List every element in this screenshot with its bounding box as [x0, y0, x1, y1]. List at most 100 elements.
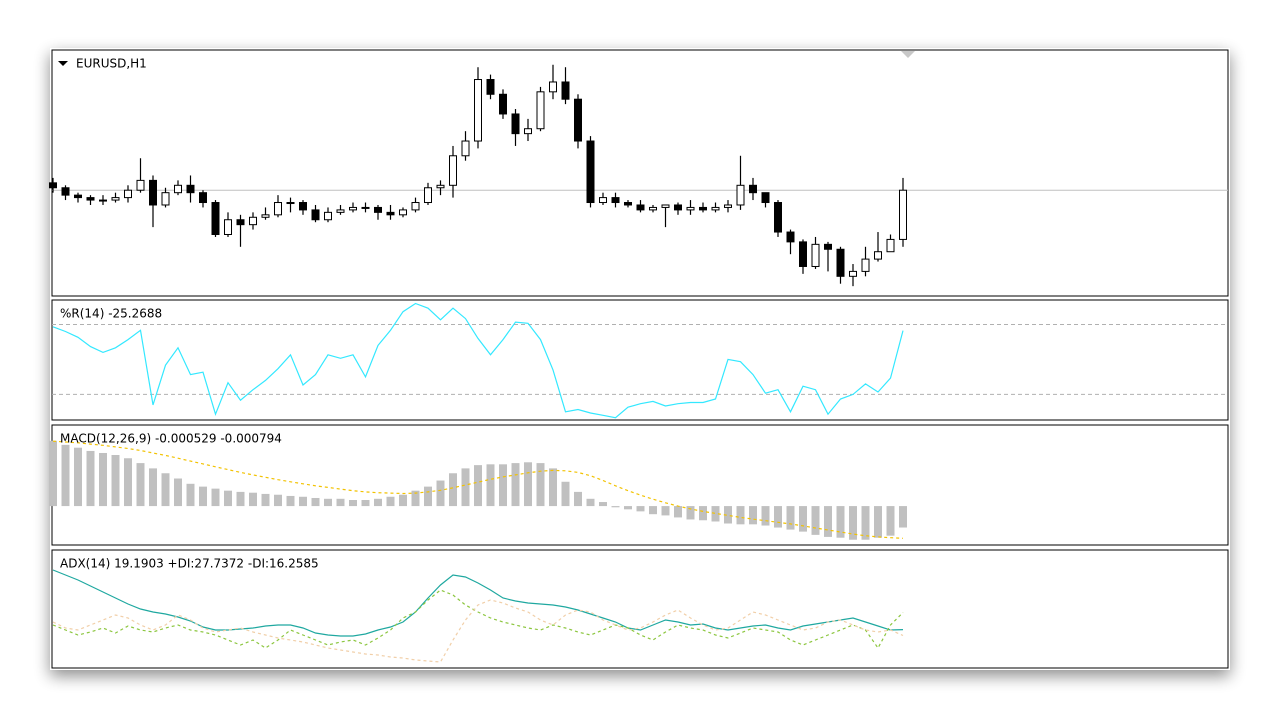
candle-body [761, 192, 770, 204]
candle-body [136, 179, 145, 191]
histogram-bar [649, 506, 657, 515]
histogram-bar [424, 486, 432, 507]
shift-marker[interactable] [901, 51, 915, 58]
chart-title: EURUSD,H1 [76, 57, 147, 71]
candle-body [549, 81, 557, 93]
histogram-bar [361, 500, 370, 507]
histogram-bar [874, 506, 882, 538]
histogram-bar [761, 506, 770, 526]
wpr-pane [51, 299, 1229, 421]
candle-body [99, 199, 107, 202]
candle-body [674, 204, 682, 211]
signal-line [52, 440, 904, 539]
histogram-bar [486, 464, 495, 507]
histogram-bar [236, 491, 245, 507]
histogram-bar [149, 468, 157, 507]
candle-body [449, 155, 457, 186]
candle-body [86, 197, 95, 201]
candle-body [261, 214, 270, 218]
histogram-bar [699, 506, 707, 521]
candle-body [661, 204, 670, 208]
histogram-bar [536, 463, 545, 507]
candle-body [161, 192, 170, 206]
histogram-bar [74, 447, 82, 507]
candle-body [899, 189, 907, 240]
histogram-bar [61, 444, 70, 507]
histogram-bar [861, 506, 870, 540]
histogram-bar [249, 492, 257, 507]
histogram-bar [386, 496, 395, 507]
indicator-line [52, 569, 904, 637]
histogram-bar [449, 473, 457, 507]
candle-body [436, 184, 445, 189]
histogram-bar [186, 483, 195, 507]
histogram-bar [674, 506, 682, 518]
histogram-bar [511, 463, 520, 507]
histogram-bar [899, 506, 907, 528]
candle-body [524, 128, 532, 135]
histogram-bar [574, 491, 582, 507]
indicator-line [52, 599, 904, 663]
indicator-line [52, 302, 904, 419]
candle-body [374, 206, 382, 213]
candle-body [299, 202, 307, 211]
histogram-bar [336, 498, 345, 507]
histogram-bar [49, 440, 57, 507]
candle-body [286, 202, 295, 205]
indicator-title: ADX(14) 19.1903 +DI:27.7372 -DI:16.2585 [60, 557, 319, 571]
symbol-menu-arrow[interactable] [58, 61, 68, 66]
price-pane [51, 49, 1229, 297]
candle-body [486, 79, 495, 95]
histogram-bar [711, 506, 720, 522]
candle-body [424, 187, 432, 204]
histogram-bar [124, 458, 132, 507]
histogram-bar [199, 486, 207, 507]
histogram-bar [286, 495, 295, 507]
histogram-bar [399, 494, 407, 507]
candle-body [624, 202, 632, 206]
histogram-bar [161, 473, 170, 507]
candle-body [324, 211, 332, 221]
histogram-bar [661, 506, 670, 516]
histogram-bar [261, 493, 270, 507]
candle-body [199, 192, 207, 204]
candle-body [824, 243, 832, 250]
macd-pane [51, 424, 1229, 546]
candle-body [411, 202, 420, 211]
candle-body [124, 189, 132, 199]
histogram-bar [474, 465, 482, 507]
candle-body [786, 231, 795, 243]
histogram-bar [224, 490, 232, 507]
candle-body [799, 241, 807, 267]
candle-body [174, 184, 182, 194]
candle-body [361, 206, 370, 209]
candle-body [511, 113, 520, 135]
histogram-bar [299, 496, 307, 507]
candle-body [736, 184, 745, 206]
candle-body [599, 197, 607, 204]
candle-body [336, 209, 345, 213]
histogram-bar [636, 506, 645, 512]
histogram-bar [849, 506, 857, 540]
candle-body [461, 140, 470, 157]
candle-body [861, 258, 870, 272]
candle-body [611, 197, 620, 204]
adx-pane [51, 549, 1229, 669]
candle-body [724, 204, 732, 208]
histogram-bar [411, 490, 420, 507]
histogram-bar [774, 506, 782, 528]
indicator-title: MACD(12,26,9) -0.000529 -0.000794 [60, 432, 282, 446]
candle-body [636, 204, 645, 211]
candle-body [311, 209, 320, 221]
candle-body [561, 81, 570, 100]
candle-body [274, 202, 282, 216]
candle-body [224, 219, 232, 236]
histogram-bar [499, 464, 507, 507]
candle-body [474, 79, 482, 142]
candle-body [849, 270, 857, 277]
candle-body [874, 251, 882, 260]
candle-body [499, 93, 507, 115]
histogram-bar [436, 480, 445, 507]
histogram-bar [786, 506, 795, 530]
